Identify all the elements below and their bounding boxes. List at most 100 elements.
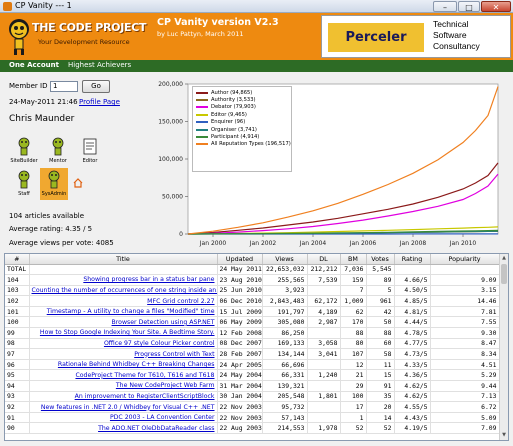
article-title-link[interactable]: MFC Grid control 2.27 <box>29 295 218 307</box>
go-button[interactable]: Go <box>82 80 110 93</box>
table-cell: 6.72 <box>430 401 500 413</box>
legend-label: Enquirer (96) <box>211 119 246 126</box>
table-row[interactable]: 93 An improvement to RegisterClientScript… <box>5 391 500 403</box>
table-row[interactable]: 90 The ADO.NET OleDbDataReader class 22 Au… <box>5 422 500 434</box>
window-titlebar[interactable]: CP Vanity --- 1 – □ ✕ <box>0 0 513 13</box>
table-row[interactable]: 101 Timestamp - A utility to change a fil… <box>5 306 500 318</box>
article-title-link[interactable]: Timestamp - A utility to change a files … <box>29 306 218 318</box>
scroll-thumb[interactable] <box>501 264 507 284</box>
table-cell: 5.09 <box>430 412 500 424</box>
member-id-input[interactable]: 1 <box>50 81 78 92</box>
codeproject-logo[interactable]: THE CODE PROJECT Your Development Resour… <box>4 16 147 58</box>
table-cell: 24 Apr 2005 <box>217 359 263 371</box>
article-title-link[interactable]: PDC 2003 - LA Convention Center <box>29 412 218 424</box>
ad-line-1: Technical <box>433 19 469 29</box>
table-cell: 9.30 <box>430 327 500 339</box>
mentor-badge-icon <box>52 137 64 156</box>
table-row[interactable]: 98 Office 97 style Colour Picker control 0… <box>5 338 500 350</box>
table-row[interactable]: 91 PDC 2003 - LA Convention Center 22 Nov … <box>5 412 500 424</box>
table-cell: 4.50/5 <box>394 285 431 297</box>
table-cell: 31 Mar 2004 <box>217 380 263 392</box>
article-title-link[interactable]: Progress Control with Text <box>29 348 218 360</box>
article-title-link[interactable]: CodeProject Theme for T610, T616 and T61… <box>29 369 218 382</box>
series-line <box>187 229 499 235</box>
table-row[interactable]: 96 Rationale Behind Whidbey C++ Breaking … <box>5 359 500 371</box>
table-cell: 62,172 <box>307 295 341 307</box>
article-title-link[interactable]: Counting the number of occurrences of on… <box>29 285 218 297</box>
table-cell: 4.73/5 <box>394 348 431 360</box>
home-icon[interactable] <box>73 178 83 188</box>
tab-one-account[interactable]: One Account <box>9 61 59 69</box>
total-row[interactable]: TOTAL 24 May 2011 22,653,032 212,212 7,036 5,… <box>5 264 500 276</box>
table-cell: 90 <box>5 422 30 434</box>
maximize-button[interactable]: □ <box>458 1 480 12</box>
series-line <box>187 86 499 235</box>
table-row[interactable]: 95 CodeProject Theme for T610, T616 and T… <box>5 369 500 382</box>
legend-label: Debator (79,903) <box>211 104 256 111</box>
article-title-link[interactable]: Showing progress bar in a status bar pan… <box>29 274 218 286</box>
legend-entry: Authority (3,533) <box>196 96 288 103</box>
table-row[interactable]: 102 MFC Grid control 2.27 06 Dec 2010 2,843… <box>5 295 500 307</box>
table-cell: 170 <box>340 316 367 329</box>
article-title-link[interactable]: An improvement to RegisterClientScriptBl… <box>29 391 218 403</box>
article-title-link[interactable]: The ADO.NET OleDbDataReader class <box>29 422 218 434</box>
column-header[interactable]: Title <box>29 254 218 265</box>
column-header[interactable]: # <box>5 254 30 265</box>
minimize-button[interactable]: – <box>433 1 457 12</box>
table-cell: 14.46 <box>430 295 500 307</box>
column-header[interactable]: DL <box>307 254 341 265</box>
article-title-link[interactable]: The New CodeProject Web Farm <box>29 380 218 392</box>
column-header[interactable]: BM <box>340 254 367 265</box>
table-cell: 7 <box>340 285 367 297</box>
column-header[interactable]: Popularity <box>430 254 500 265</box>
article-title-link[interactable]: Rationale Behind Whidbey C++ Breaking Ch… <box>29 359 218 371</box>
table-row[interactable]: 103 Counting the number of occurrences of… <box>5 285 500 297</box>
article-title-link[interactable]: How to Stop Google Indexing Your Site. A… <box>29 327 218 339</box>
series-line <box>187 162 499 235</box>
profile-page-link[interactable]: Profile Page <box>79 98 120 106</box>
table-cell: 25 Jun 2010 <box>217 285 263 297</box>
table-cell: 50 <box>366 316 395 329</box>
column-header[interactable]: Rating <box>394 254 431 265</box>
grid-vertical-scrollbar[interactable]: ▲ ▼ <box>499 254 508 440</box>
tab-highest-achievers[interactable]: Highest Achievers <box>68 61 132 69</box>
column-header[interactable]: Votes <box>366 254 395 265</box>
table-cell: 9.09 <box>430 274 500 286</box>
table-cell: 2,843,483 <box>262 295 308 307</box>
table-cell: 22 Nov 2003 <box>217 401 263 413</box>
logo-text: THE CODE PROJECT <box>32 21 147 34</box>
table-cell: 28 Feb 2007 <box>217 348 263 360</box>
table-cell <box>307 401 341 413</box>
articles-grid[interactable]: # Title Updated Views DL BM Votes Rating Popular… <box>4 253 509 441</box>
table-row[interactable]: 92 New features in .NET 2.0 / Whidbey for… <box>5 401 500 413</box>
table-row[interactable]: 97 Progress Control with Text 28 Feb 2007 1… <box>5 348 500 360</box>
table-cell: 14 <box>366 412 395 424</box>
table-cell: 22 Aug 2003 <box>217 422 263 434</box>
close-button[interactable]: ✕ <box>481 1 511 12</box>
column-header[interactable]: Updated <box>217 254 263 265</box>
table-cell: 42 <box>366 306 395 318</box>
scroll-up-icon[interactable]: ▲ <box>502 255 506 261</box>
table-row[interactable]: 99 How to Stop Google Indexing Your Site.… <box>5 327 500 339</box>
table-cell: 22,653,032 <box>262 264 308 276</box>
article-title-link[interactable]: Office 97 style Colour Picker control <box>29 338 218 350</box>
table-row[interactable]: 104 Showing progress bar in a status bar … <box>5 274 500 286</box>
table-cell: 24 May 2004 <box>217 369 263 382</box>
table-cell: 4.44/5 <box>394 316 431 329</box>
badge-editor: Editor <box>77 137 103 167</box>
scroll-down-icon[interactable]: ▼ <box>502 432 506 438</box>
badge-label: Staff <box>18 191 30 197</box>
articles-table: # Title Updated Views DL BM Votes Rating Popular… <box>5 254 500 434</box>
table-row[interactable]: 94 The New CodeProject Web Farm 31 Mar 200… <box>5 380 500 392</box>
advertisement[interactable]: Perceler Technical Software Consultancy <box>321 15 511 58</box>
table-cell: 7.13 <box>430 391 500 403</box>
table-cell: 5.29 <box>430 369 500 382</box>
table-cell: 99 <box>5 327 30 339</box>
table-cell: 92 <box>5 401 30 413</box>
articles-available: 104 articles available <box>9 212 85 220</box>
column-header[interactable]: Views <box>262 254 308 265</box>
article-title-link[interactable]: New features in .NET 2.0 / Whidbey for V… <box>29 401 218 413</box>
article-title-link[interactable]: Browser Detection using ASP.NET <box>29 316 218 329</box>
table-row[interactable]: 100 Browser Detection using ASP.NET 06 May… <box>5 316 500 329</box>
table-cell: 23 Aug 2010 <box>217 274 263 286</box>
